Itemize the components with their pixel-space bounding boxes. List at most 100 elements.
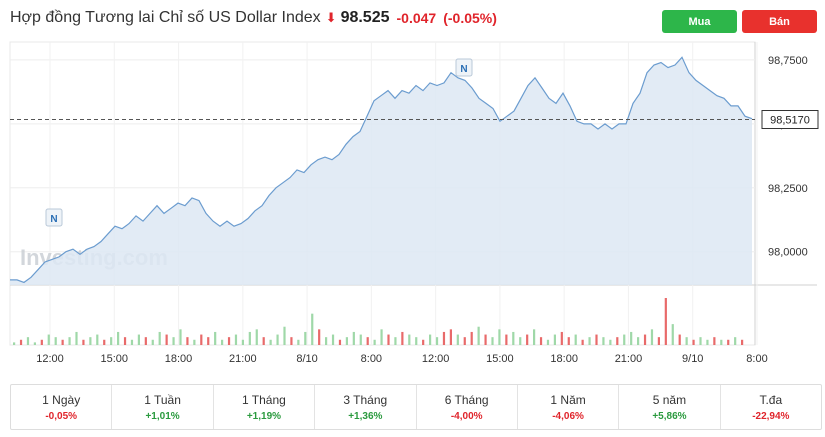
price-area <box>10 57 752 285</box>
x-tick-label: 12:00 <box>36 353 64 365</box>
x-tick-label: 18:00 <box>550 353 578 365</box>
period-label: 1 Tháng <box>242 393 286 407</box>
period-value: -4,00% <box>450 411 483 422</box>
volume-bar <box>616 337 619 345</box>
volume-bar <box>117 331 120 345</box>
volume-bar <box>269 339 272 345</box>
period-1w[interactable]: 1 Tuần +1,01% <box>112 385 214 429</box>
volume-bar <box>359 334 362 345</box>
x-tick-label: 15:00 <box>101 353 129 365</box>
price-line <box>10 56 753 284</box>
volume-bar <box>325 337 328 345</box>
x-tick-label: 8:00 <box>746 353 767 365</box>
x-tick-label: 18:00 <box>165 353 193 365</box>
volume-bar <box>595 334 598 345</box>
volume-bar <box>144 337 147 345</box>
volume-bar <box>54 337 57 345</box>
volume-bar <box>373 339 376 345</box>
period-1y[interactable]: 1 Năm -4,06% <box>518 385 620 429</box>
volume-bar <box>498 329 501 345</box>
current-price-label: 98,5170 <box>770 115 810 127</box>
period-6m[interactable]: 6 Tháng -4,00% <box>417 385 518 429</box>
volume-bar <box>505 334 508 345</box>
volume-bar <box>255 329 258 345</box>
volume-bar <box>685 337 688 345</box>
price-change: -0.047 <box>396 10 437 26</box>
instrument-header: Hợp đồng Tương lai Chỉ số US Dollar Inde… <box>10 6 497 30</box>
period-value: +1,01% <box>145 411 180 422</box>
volume-bar <box>401 331 404 345</box>
period-max[interactable]: T.đa -22,94% <box>721 385 821 429</box>
period-3m[interactable]: 3 Tháng +1,36% <box>315 385 417 429</box>
volume-bar <box>200 334 203 345</box>
volume-bar <box>158 331 161 345</box>
volume-bar <box>123 337 127 345</box>
price-chart[interactable]: 98,750098,500098,250098,000012:0015:0018… <box>0 40 825 370</box>
volume-bar <box>380 329 383 345</box>
volume-bar <box>706 339 709 345</box>
volume-bar <box>699 337 702 345</box>
volume-bar <box>227 337 231 345</box>
period-value: -4,06% <box>552 411 584 422</box>
volume-bar <box>68 337 71 345</box>
volume-bar <box>75 331 78 345</box>
volume-bar <box>623 334 626 345</box>
volume-bar <box>491 337 494 345</box>
volume-bar <box>186 337 189 345</box>
volume-bar <box>151 339 154 345</box>
chart-svg[interactable]: 98,750098,500098,250098,000012:0015:0018… <box>0 40 825 370</box>
volume-bar <box>734 337 737 345</box>
volume-bar <box>165 334 168 345</box>
volume-bar <box>609 339 612 345</box>
volume-bar <box>415 337 418 345</box>
volume-bar <box>463 337 466 345</box>
volume-bar <box>574 334 577 345</box>
volume-bar <box>727 339 730 345</box>
volume-bar <box>283 326 286 345</box>
volume-bar <box>234 334 238 345</box>
volume-bar <box>422 339 425 345</box>
volume-bar <box>546 339 550 345</box>
volume-bar <box>678 334 681 345</box>
y-tick-label: 98,2500 <box>768 183 808 195</box>
volume-bar <box>387 334 390 345</box>
period-label: 3 Tháng <box>343 393 388 407</box>
x-tick-label: 21:00 <box>229 353 257 365</box>
volume-bar <box>484 334 487 345</box>
volume-bar <box>657 337 660 345</box>
sell-button[interactable]: Bán <box>742 10 817 33</box>
volume-bar <box>533 329 536 345</box>
period-1d[interactable]: 1 Ngày -0,05% <box>11 385 113 429</box>
period-value: -0,05% <box>45 411 78 422</box>
volume-bar <box>207 337 210 345</box>
volume-bar <box>408 334 411 345</box>
buy-button[interactable]: Mua <box>662 10 737 33</box>
period-label: 6 Tháng <box>444 393 489 407</box>
period-value: +1,36% <box>348 411 383 422</box>
volume-bar <box>338 339 342 345</box>
volume-bar <box>345 337 348 345</box>
volume-bar <box>130 339 134 345</box>
volume-bar <box>442 331 446 345</box>
instrument-title: Hợp đồng Tương lai Chỉ số US Dollar Inde… <box>10 9 321 26</box>
volume-bar <box>435 337 439 345</box>
volume-bar <box>394 337 397 345</box>
volume-bar <box>664 298 667 345</box>
volume-bar <box>193 339 196 345</box>
period-value: -22,94% <box>752 411 790 422</box>
volume-bar <box>110 337 113 345</box>
period-value: +1,19% <box>246 411 282 422</box>
period-5y[interactable]: 5 năm +5,86% <box>619 385 721 429</box>
period-1m[interactable]: 1 Tháng +1,19% <box>214 385 316 429</box>
volume-bar <box>248 331 251 345</box>
volume-bar <box>567 337 570 345</box>
volume-bar <box>179 329 182 345</box>
volume-bar <box>539 337 543 345</box>
news-marker-label: N <box>50 214 57 225</box>
x-tick-label: 12:00 <box>422 353 450 365</box>
volume-bar <box>470 331 473 345</box>
volume-bar <box>61 339 64 345</box>
volume-bar <box>449 329 452 345</box>
period-label: 1 Ngày <box>42 393 81 407</box>
performance-periods: 1 Ngày -0,05% 1 Tuần +1,01% 1 Tháng +1,19% … <box>10 384 822 430</box>
